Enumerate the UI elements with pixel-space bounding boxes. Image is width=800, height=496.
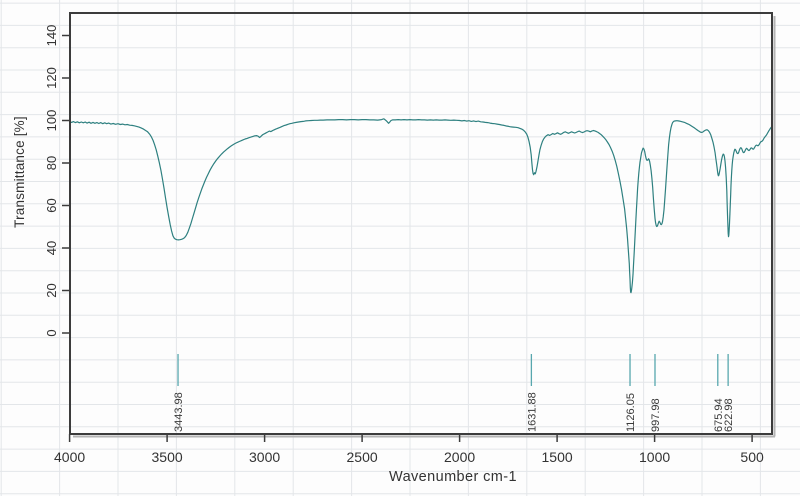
spectrum-curve-group bbox=[69, 118, 773, 294]
x-tick-label: 3000 bbox=[249, 449, 280, 465]
y-tick-label: 40 bbox=[44, 241, 59, 255]
plot-frame bbox=[69, 12, 773, 435]
peak-label: 1126.05 bbox=[625, 393, 637, 432]
peak-label: 997.98 bbox=[650, 398, 662, 432]
peak-label: 1631.88 bbox=[526, 392, 538, 432]
x-axis-ticks: 4000 3500 3000 2500 2000 1500 1000 500 bbox=[54, 434, 764, 465]
peak-label: 675.94 bbox=[713, 398, 725, 432]
x-tick-label: 4000 bbox=[54, 449, 85, 465]
x-tick-label: 3500 bbox=[152, 449, 183, 465]
y-tick-label: 60 bbox=[44, 198, 59, 212]
y-tick-label: 140 bbox=[44, 25, 59, 47]
x-tick-label: 2500 bbox=[347, 449, 378, 465]
x-tick-label: 1000 bbox=[639, 449, 670, 465]
x-tick-label: 1500 bbox=[542, 449, 573, 465]
y-tick-label: 80 bbox=[44, 156, 59, 170]
spectrum-curve bbox=[69, 118, 773, 294]
x-axis-title: Wavenumber cm-1 bbox=[389, 469, 517, 485]
y-tick-label: 0 bbox=[44, 329, 59, 336]
x-tick-label: 500 bbox=[740, 449, 764, 465]
y-axis-title: Transmittance [%] bbox=[12, 116, 27, 228]
y-tick-label: 120 bbox=[44, 67, 59, 89]
x-tick-label: 2000 bbox=[444, 449, 475, 465]
y-tick-label: 20 bbox=[44, 283, 59, 297]
peak-label: 3443.98 bbox=[173, 392, 185, 432]
peak-label: 622.98 bbox=[723, 398, 735, 432]
y-tick-label: 100 bbox=[44, 110, 59, 132]
y-axis-ticks: 0 20 40 60 80 100 120 140 bbox=[44, 25, 70, 337]
